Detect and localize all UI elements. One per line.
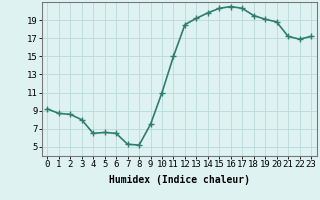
X-axis label: Humidex (Indice chaleur): Humidex (Indice chaleur): [109, 175, 250, 185]
